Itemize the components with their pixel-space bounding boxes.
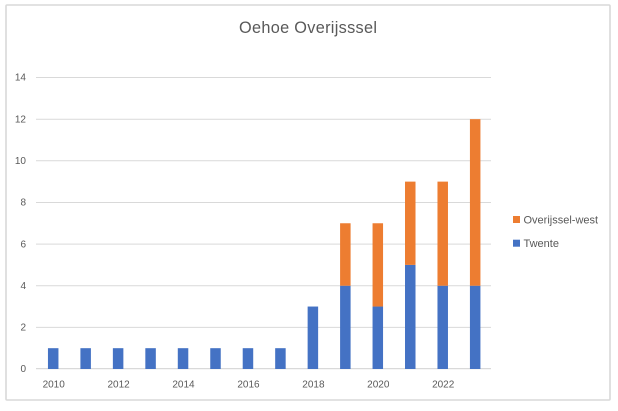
svg-text:2020: 2020 — [367, 380, 390, 391]
svg-text:Oehoe Overijsssel: Oehoe Overijsssel — [239, 19, 377, 37]
svg-text:Overijssel-west: Overijssel-west — [524, 215, 599, 227]
svg-text:2016: 2016 — [237, 380, 260, 391]
svg-text:2022: 2022 — [432, 380, 455, 391]
svg-text:2018: 2018 — [302, 380, 325, 391]
svg-text:2: 2 — [20, 323, 26, 334]
svg-text:Twente: Twente — [524, 238, 559, 250]
svg-text:14: 14 — [15, 73, 27, 84]
svg-text:8: 8 — [20, 198, 26, 209]
svg-text:12: 12 — [15, 114, 27, 125]
svg-text:2014: 2014 — [172, 380, 195, 391]
svg-text:0: 0 — [20, 364, 26, 375]
svg-text:6: 6 — [20, 239, 26, 250]
svg-text:10: 10 — [15, 156, 27, 167]
svg-text:2012: 2012 — [107, 380, 130, 391]
svg-text:2010: 2010 — [43, 380, 66, 391]
svg-text:4: 4 — [20, 281, 26, 292]
